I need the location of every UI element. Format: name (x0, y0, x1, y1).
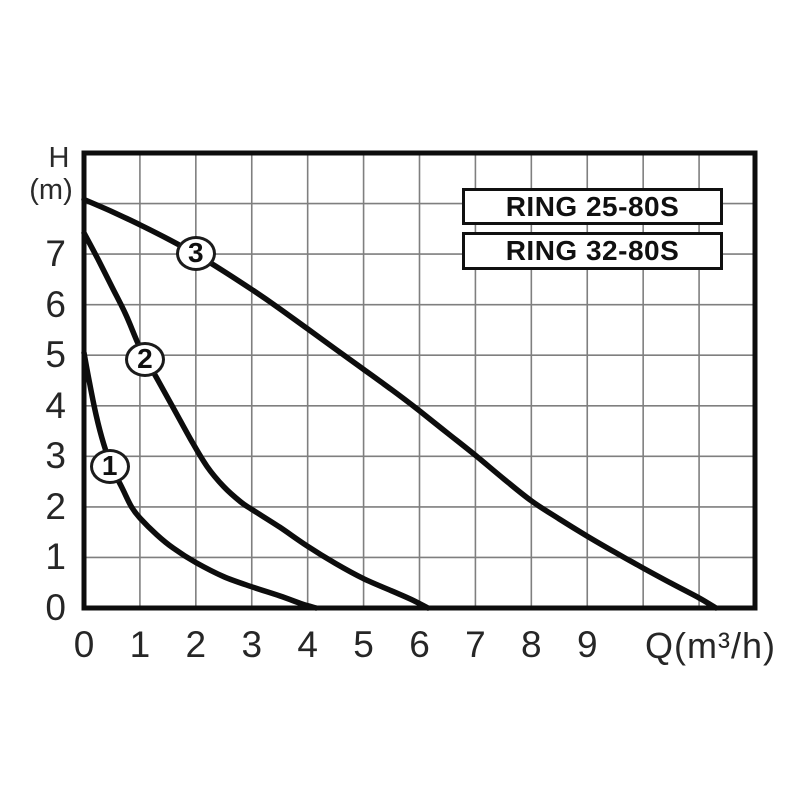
x-tick-5: 5 (353, 624, 374, 665)
legend-box-ring-32-80s: RING 32-80S (462, 232, 723, 270)
y-tick-6: 6 (45, 283, 66, 325)
x-tick-0: 0 (73, 624, 95, 665)
y-tick-3: 3 (45, 435, 66, 477)
y-tick-5: 5 (45, 334, 66, 376)
x-tick-3: 3 (241, 624, 263, 665)
x-tick-4: 4 (297, 624, 318, 665)
curve-marker-1: 1 (89, 448, 130, 484)
y-tick-2: 2 (45, 485, 66, 527)
y-tick-0: 0 (45, 587, 66, 628)
pump-curve-2 (81, 230, 431, 611)
pump-curve-1 (81, 349, 319, 611)
x-tick-8: 8 (521, 624, 542, 665)
legend-box-ring-25-80s: RING 25-80S (462, 188, 723, 225)
x-axis-label: Q(m³/h) (645, 625, 776, 666)
x-tick-1: 1 (129, 624, 151, 665)
y-axis-label-symbol: H (48, 142, 70, 174)
y-axis-label-unit: (m) (29, 174, 73, 206)
x-tick-7: 7 (465, 624, 486, 665)
y-tick-4: 4 (45, 384, 66, 426)
grid-group (84, 153, 755, 608)
x-tick-6: 6 (409, 624, 430, 665)
plot-border (81, 150, 758, 611)
curve-marker-2: 2 (124, 341, 165, 377)
x-tick-2: 2 (185, 624, 207, 665)
y-tick-1: 1 (45, 536, 66, 578)
x-tick-9: 9 (576, 624, 598, 665)
curve-marker-3: 3 (175, 235, 216, 271)
y-tick-7: 7 (45, 233, 66, 275)
